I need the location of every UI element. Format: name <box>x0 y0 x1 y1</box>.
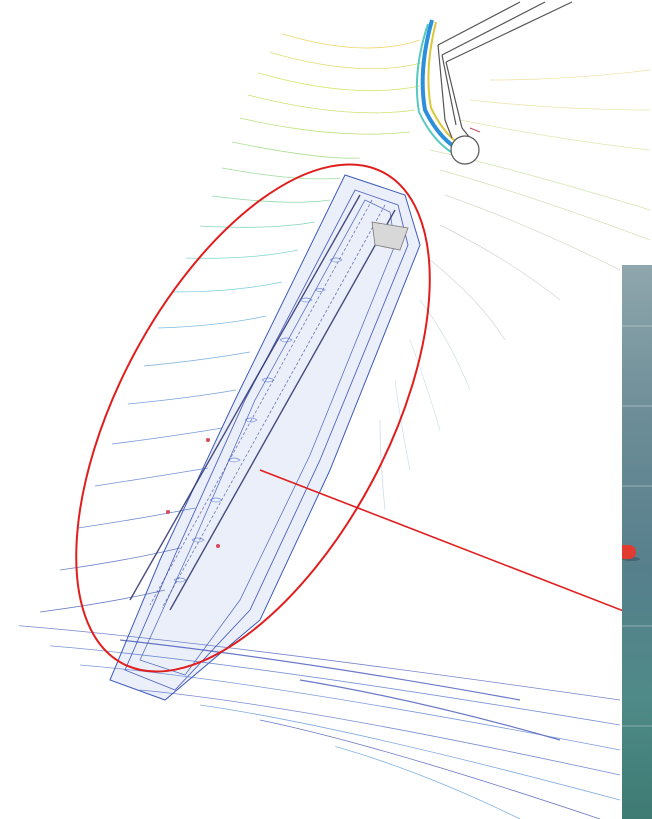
harbour-edge <box>415 19 463 157</box>
channel-contours <box>109 174 421 701</box>
shore-contours <box>39 29 650 613</box>
seabed-contours <box>10 624 621 819</box>
buoy-shadow <box>622 557 640 561</box>
leader-line <box>259 469 652 623</box>
highlight-ellipse <box>75 163 431 673</box>
jetty-outline <box>437 1 573 165</box>
annotation-overlay <box>75 163 652 673</box>
buoy-icon <box>622 545 636 559</box>
photo-inset <box>622 265 652 819</box>
